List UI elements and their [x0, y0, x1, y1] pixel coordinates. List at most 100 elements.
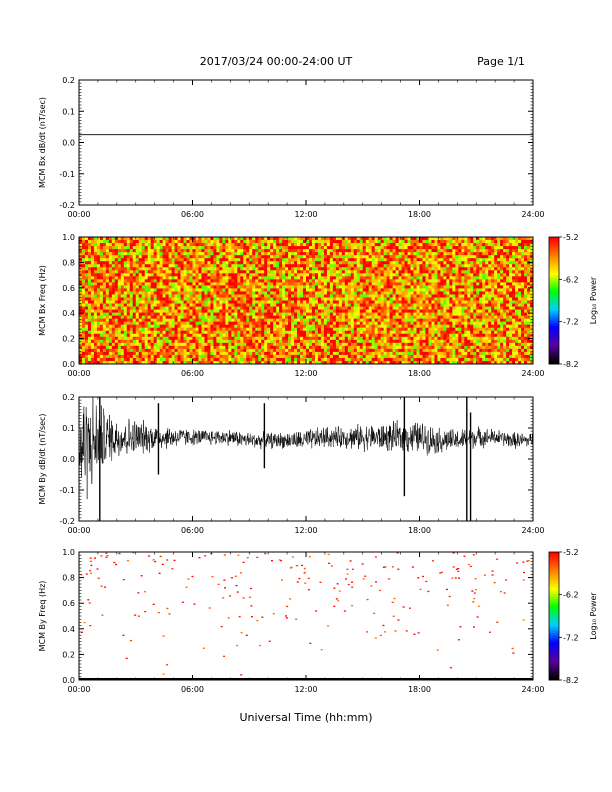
- heatmap-cell: [308, 327, 313, 332]
- heatmap-cell: [311, 258, 316, 262]
- heatmap-cell: [356, 297, 361, 301]
- heatmap-cell: [162, 321, 167, 326]
- heatmap-cell: [126, 318, 131, 323]
- heatmap-cell: [386, 321, 391, 326]
- heatmap-cell: [291, 303, 295, 307]
- heatmap-cell: [377, 294, 382, 298]
- heatmap-cell: [317, 339, 322, 344]
- heatmap-cell: [410, 264, 414, 268]
- heatmap-cell: [249, 249, 253, 253]
- heatmap-cell: [120, 285, 125, 289]
- heatmap-cell: [326, 330, 331, 335]
- heatmap-cell: [279, 264, 283, 268]
- heatmap-cell: [395, 339, 399, 344]
- heatmap-cell: [404, 330, 408, 335]
- heatmap-cell: [237, 261, 241, 265]
- heatmap-cell: [294, 282, 298, 286]
- heatmap-cell: [180, 327, 184, 332]
- heatmap-cell: [329, 288, 334, 292]
- heatmap-cell: [326, 342, 331, 347]
- heatmap-cell: [99, 324, 104, 329]
- heatmap-cell: [353, 345, 358, 350]
- heatmap-cell: [392, 237, 397, 241]
- heatmap-cell: [132, 354, 137, 359]
- heatmap-cell: [174, 279, 178, 283]
- heatmap-cell: [177, 315, 181, 320]
- heatmap-cell: [326, 261, 331, 265]
- heatmap-cell: [314, 255, 319, 259]
- heatmap-cell: [144, 345, 149, 350]
- heatmap-cell: [401, 237, 405, 241]
- heatmap-cell: [219, 333, 223, 338]
- heatmap-cell: [282, 354, 286, 359]
- heatmap-cell: [156, 294, 161, 298]
- heatmap-cell: [117, 318, 122, 323]
- heatmap-cell: [99, 243, 104, 247]
- heatmap-cell: [123, 243, 128, 247]
- heatmap-cell: [389, 351, 394, 356]
- heatmap-cell: [81, 333, 86, 338]
- heatmap-cell: [413, 330, 417, 335]
- heatmap-cell: [353, 324, 358, 329]
- heatmap-cell: [135, 291, 140, 295]
- heatmap-cell: [323, 276, 328, 280]
- heatmap-cell: [234, 258, 238, 262]
- heatmap-cell: [222, 288, 226, 292]
- heatmap-cell: [132, 240, 137, 244]
- heatmap-cell: [380, 351, 385, 356]
- heatmap-cell: [189, 291, 193, 295]
- heatmap-cell: [365, 360, 370, 364]
- heatmap-cell: [132, 357, 137, 362]
- heatmap-cell: [165, 297, 170, 301]
- heatmap-cell: [282, 324, 286, 329]
- heatmap-cell: [389, 354, 394, 359]
- heatmap-cell: [300, 246, 304, 250]
- heatmap-cell: [282, 270, 286, 274]
- heatmap-cell: [311, 330, 316, 335]
- heatmap-cell: [156, 309, 161, 313]
- heatmap-cell: [314, 306, 319, 310]
- heatmap-cell: [111, 273, 116, 277]
- heatmap-cell: [225, 282, 229, 286]
- heatmap-cell: [201, 294, 205, 298]
- heatmap-cell: [335, 321, 340, 326]
- heatmap-cell: [231, 333, 235, 338]
- heatmap-cell: [96, 270, 101, 274]
- heatmap-cell: [174, 309, 178, 313]
- heatmap-cell: [84, 291, 89, 295]
- heatmap-cell: [135, 345, 140, 350]
- heatmap-cell: [294, 237, 298, 241]
- heatmap-cell: [279, 291, 283, 295]
- heatmap-cell: [317, 282, 322, 286]
- heatmap-cell: [371, 279, 376, 283]
- heatmap-cell: [231, 303, 235, 307]
- heatmap-cell: [377, 345, 382, 350]
- heatmap-cell: [225, 267, 229, 271]
- heatmap-cell: [111, 249, 116, 253]
- heatmap-cell: [401, 270, 405, 274]
- heatmap-cell: [267, 309, 271, 313]
- heatmap-cell: [273, 306, 277, 310]
- heatmap-cell: [291, 300, 295, 304]
- heatmap-cell: [219, 267, 223, 271]
- heatmap-cell: [377, 321, 382, 326]
- heatmap-cell: [297, 306, 301, 310]
- heatmap-cell: [96, 246, 101, 250]
- heatmap-cell: [129, 336, 134, 341]
- heatmap-cell: [294, 357, 298, 362]
- heatmap-cell: [96, 342, 101, 347]
- heatmap-cell: [90, 354, 95, 359]
- heatmap-cell: [192, 240, 196, 244]
- heatmap-cell: [389, 273, 394, 277]
- heatmap-cell: [93, 360, 98, 364]
- heatmap-cell: [174, 321, 178, 326]
- heatmap-cell: [377, 273, 382, 277]
- heatmap-cell: [407, 318, 411, 323]
- heatmap-cell: [219, 345, 223, 350]
- heatmap-cell: [120, 315, 125, 320]
- heatmap-cell: [368, 294, 373, 298]
- heatmap-cell: [285, 270, 289, 274]
- heatmap-cell: [99, 294, 104, 298]
- heatmap-cell: [183, 243, 187, 247]
- heatmap-cell: [120, 240, 125, 244]
